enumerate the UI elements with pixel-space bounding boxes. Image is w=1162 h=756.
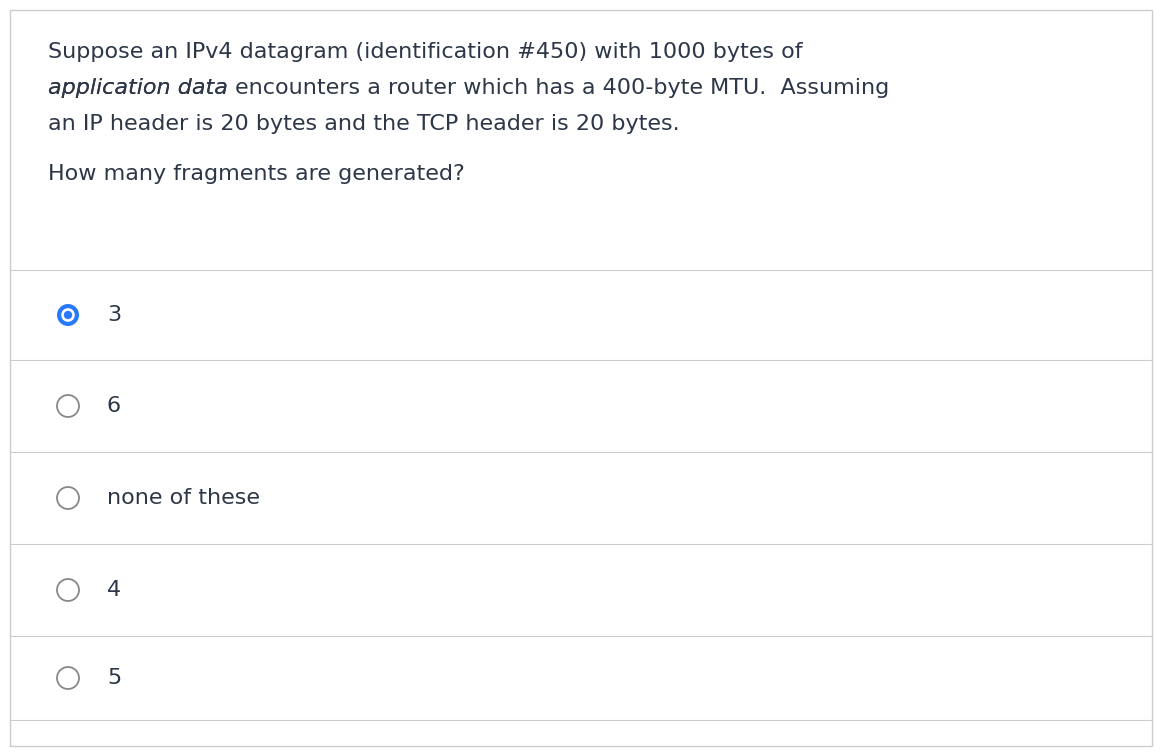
Circle shape xyxy=(64,311,72,319)
Circle shape xyxy=(57,304,79,326)
Text: an IP header is 20 bytes and the TCP header is 20 bytes.: an IP header is 20 bytes and the TCP hea… xyxy=(48,114,680,134)
Text: How many fragments are generated?: How many fragments are generated? xyxy=(48,164,465,184)
Text: 5: 5 xyxy=(107,668,121,688)
Circle shape xyxy=(57,579,79,601)
Text: 4: 4 xyxy=(107,580,121,600)
Text: Suppose an IPv4 datagram (identification #450) with 1000 bytes of: Suppose an IPv4 datagram (identification… xyxy=(48,42,803,62)
Circle shape xyxy=(57,395,79,417)
Text: application data: application data xyxy=(48,78,235,98)
Text: none of these: none of these xyxy=(107,488,260,508)
Text: 6: 6 xyxy=(107,396,121,416)
Text: 3: 3 xyxy=(107,305,121,325)
Circle shape xyxy=(57,667,79,689)
Circle shape xyxy=(57,487,79,509)
Text: encounters a router which has a 400-byte MTU.  Assuming: encounters a router which has a 400-byte… xyxy=(235,78,889,98)
Circle shape xyxy=(62,308,74,322)
Text: application data: application data xyxy=(48,78,235,98)
